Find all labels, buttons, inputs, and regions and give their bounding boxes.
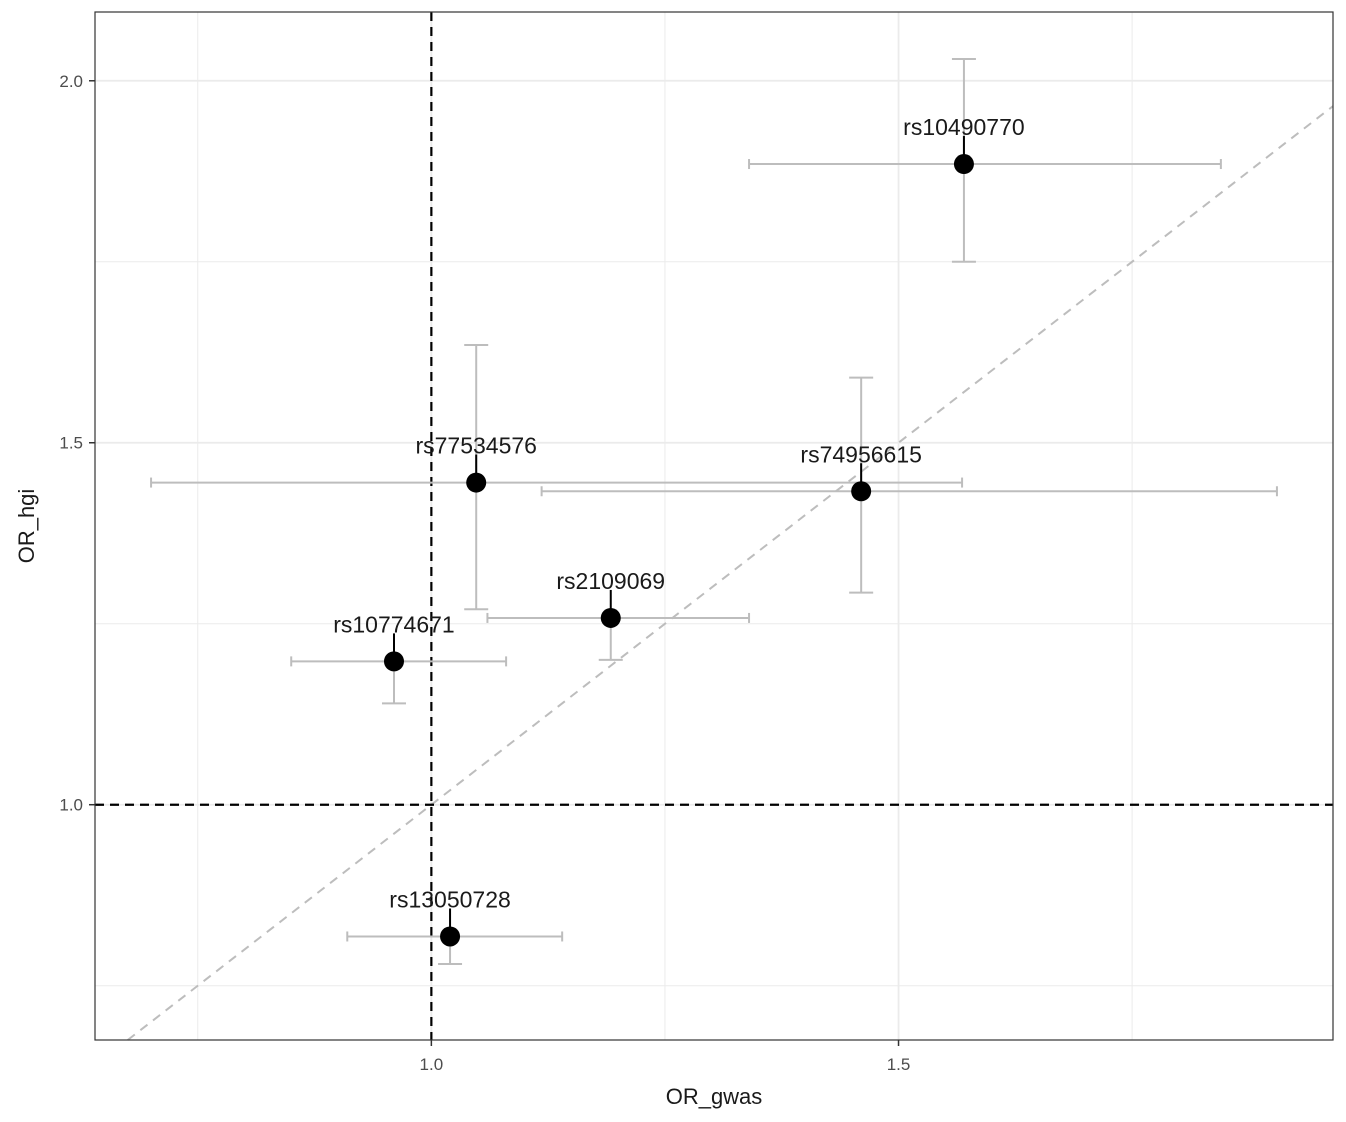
y-axis-title: OR_hgi <box>14 489 39 564</box>
panel-background <box>95 12 1333 1040</box>
point-label: rs74956615 <box>800 441 922 467</box>
data-point <box>851 481 872 502</box>
identity-diagonal-line <box>127 105 1334 1041</box>
data-points <box>383 136 974 947</box>
error-bars <box>150 58 1278 965</box>
data-point <box>440 926 461 947</box>
data-point <box>953 154 974 175</box>
point-label: rs10490770 <box>903 114 1025 140</box>
x-axis-title: OR_gwas <box>666 1084 763 1109</box>
point-labels: rs10490770 rs77534576 rs74956615 rs2109069 r… <box>333 114 1024 912</box>
axis-ticks: 1.0 1.5 1.0 1.5 2.0 <box>59 72 910 1074</box>
point-label: rs13050728 <box>389 886 511 912</box>
y-tick-label: 1.5 <box>59 434 83 453</box>
point-label: rs2109069 <box>556 568 665 594</box>
point-label: rs77534576 <box>415 433 537 459</box>
data-point <box>383 651 404 672</box>
data-point <box>600 607 621 628</box>
y-tick-label: 1.0 <box>59 796 83 815</box>
data-point <box>466 472 487 493</box>
x-tick-label: 1.0 <box>420 1055 444 1074</box>
reference-lines <box>95 12 1334 1041</box>
point-label: rs10774671 <box>333 611 455 637</box>
panel-border <box>94 11 1334 1041</box>
y-tick-label: 2.0 <box>59 72 83 91</box>
x-tick-label: 1.5 <box>887 1055 911 1074</box>
